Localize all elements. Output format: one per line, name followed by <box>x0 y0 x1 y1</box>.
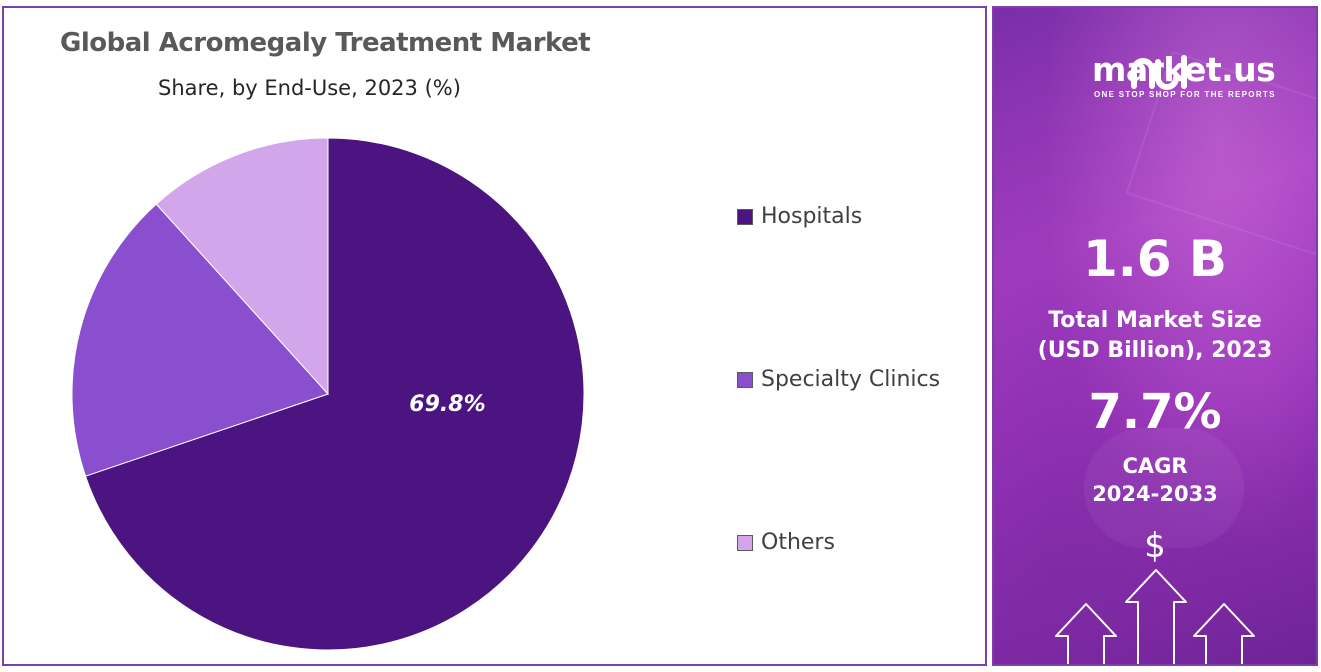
legend-label: Others <box>761 530 835 555</box>
chart-title: Global Acromegaly Treatment Market <box>60 28 591 58</box>
pie-data-label: 69.8% <box>409 392 485 417</box>
legend-swatch <box>737 208 753 225</box>
pie-slice-hospitals <box>84 137 585 651</box>
legend-item: Others <box>737 530 835 555</box>
dollar-icon: $ <box>1144 526 1166 566</box>
legend-swatch <box>737 534 753 551</box>
market-size-label-line2: (USD Billion), 2023 <box>1037 338 1273 363</box>
brand-tagline: ONE STOP SHOP FOR THE REPORTS <box>1094 90 1276 99</box>
brand-logo: market.us ONE STOP SHOP FOR THE REPORTS <box>1016 50 1306 100</box>
market-size-label: Total Market Size (USD Billion), 2023 <box>994 306 1316 366</box>
market-size-label-line1: Total Market Size <box>1048 308 1262 333</box>
legend-item: Specialty Clinics <box>737 367 940 392</box>
legend-item: Hospitals <box>737 204 862 229</box>
background-decoration <box>1084 428 1244 548</box>
cagr-label-line2: 2024-2033 <box>1092 482 1218 506</box>
pie-chart: 69.8% <box>71 137 585 651</box>
legend-label: Specialty Clinics <box>761 367 941 392</box>
growth-arrows-icon <box>1055 569 1255 664</box>
cagr-value: 7.7% <box>1088 384 1222 440</box>
market-size-value: 1.6 B <box>1082 230 1228 288</box>
cagr-label: CAGR 2024-2033 <box>994 452 1316 508</box>
chart-subtitle: Share, by End-Use, 2023 (%) <box>158 76 461 100</box>
pie-slice-others <box>155 137 329 396</box>
legend-label: Hospitals <box>761 204 863 229</box>
cagr-label-line1: CAGR <box>1122 454 1188 478</box>
brand-name: market.us <box>1092 50 1276 89</box>
pie-slice-specialty-clinics <box>71 203 329 477</box>
chart-panel: Global Acromegaly Treatment Market Share… <box>2 6 987 666</box>
market-us-logo-icon <box>1131 55 1187 90</box>
legend-swatch <box>737 371 753 388</box>
brand-panel: market.us ONE STOP SHOP FOR THE REPORTS … <box>992 6 1318 666</box>
